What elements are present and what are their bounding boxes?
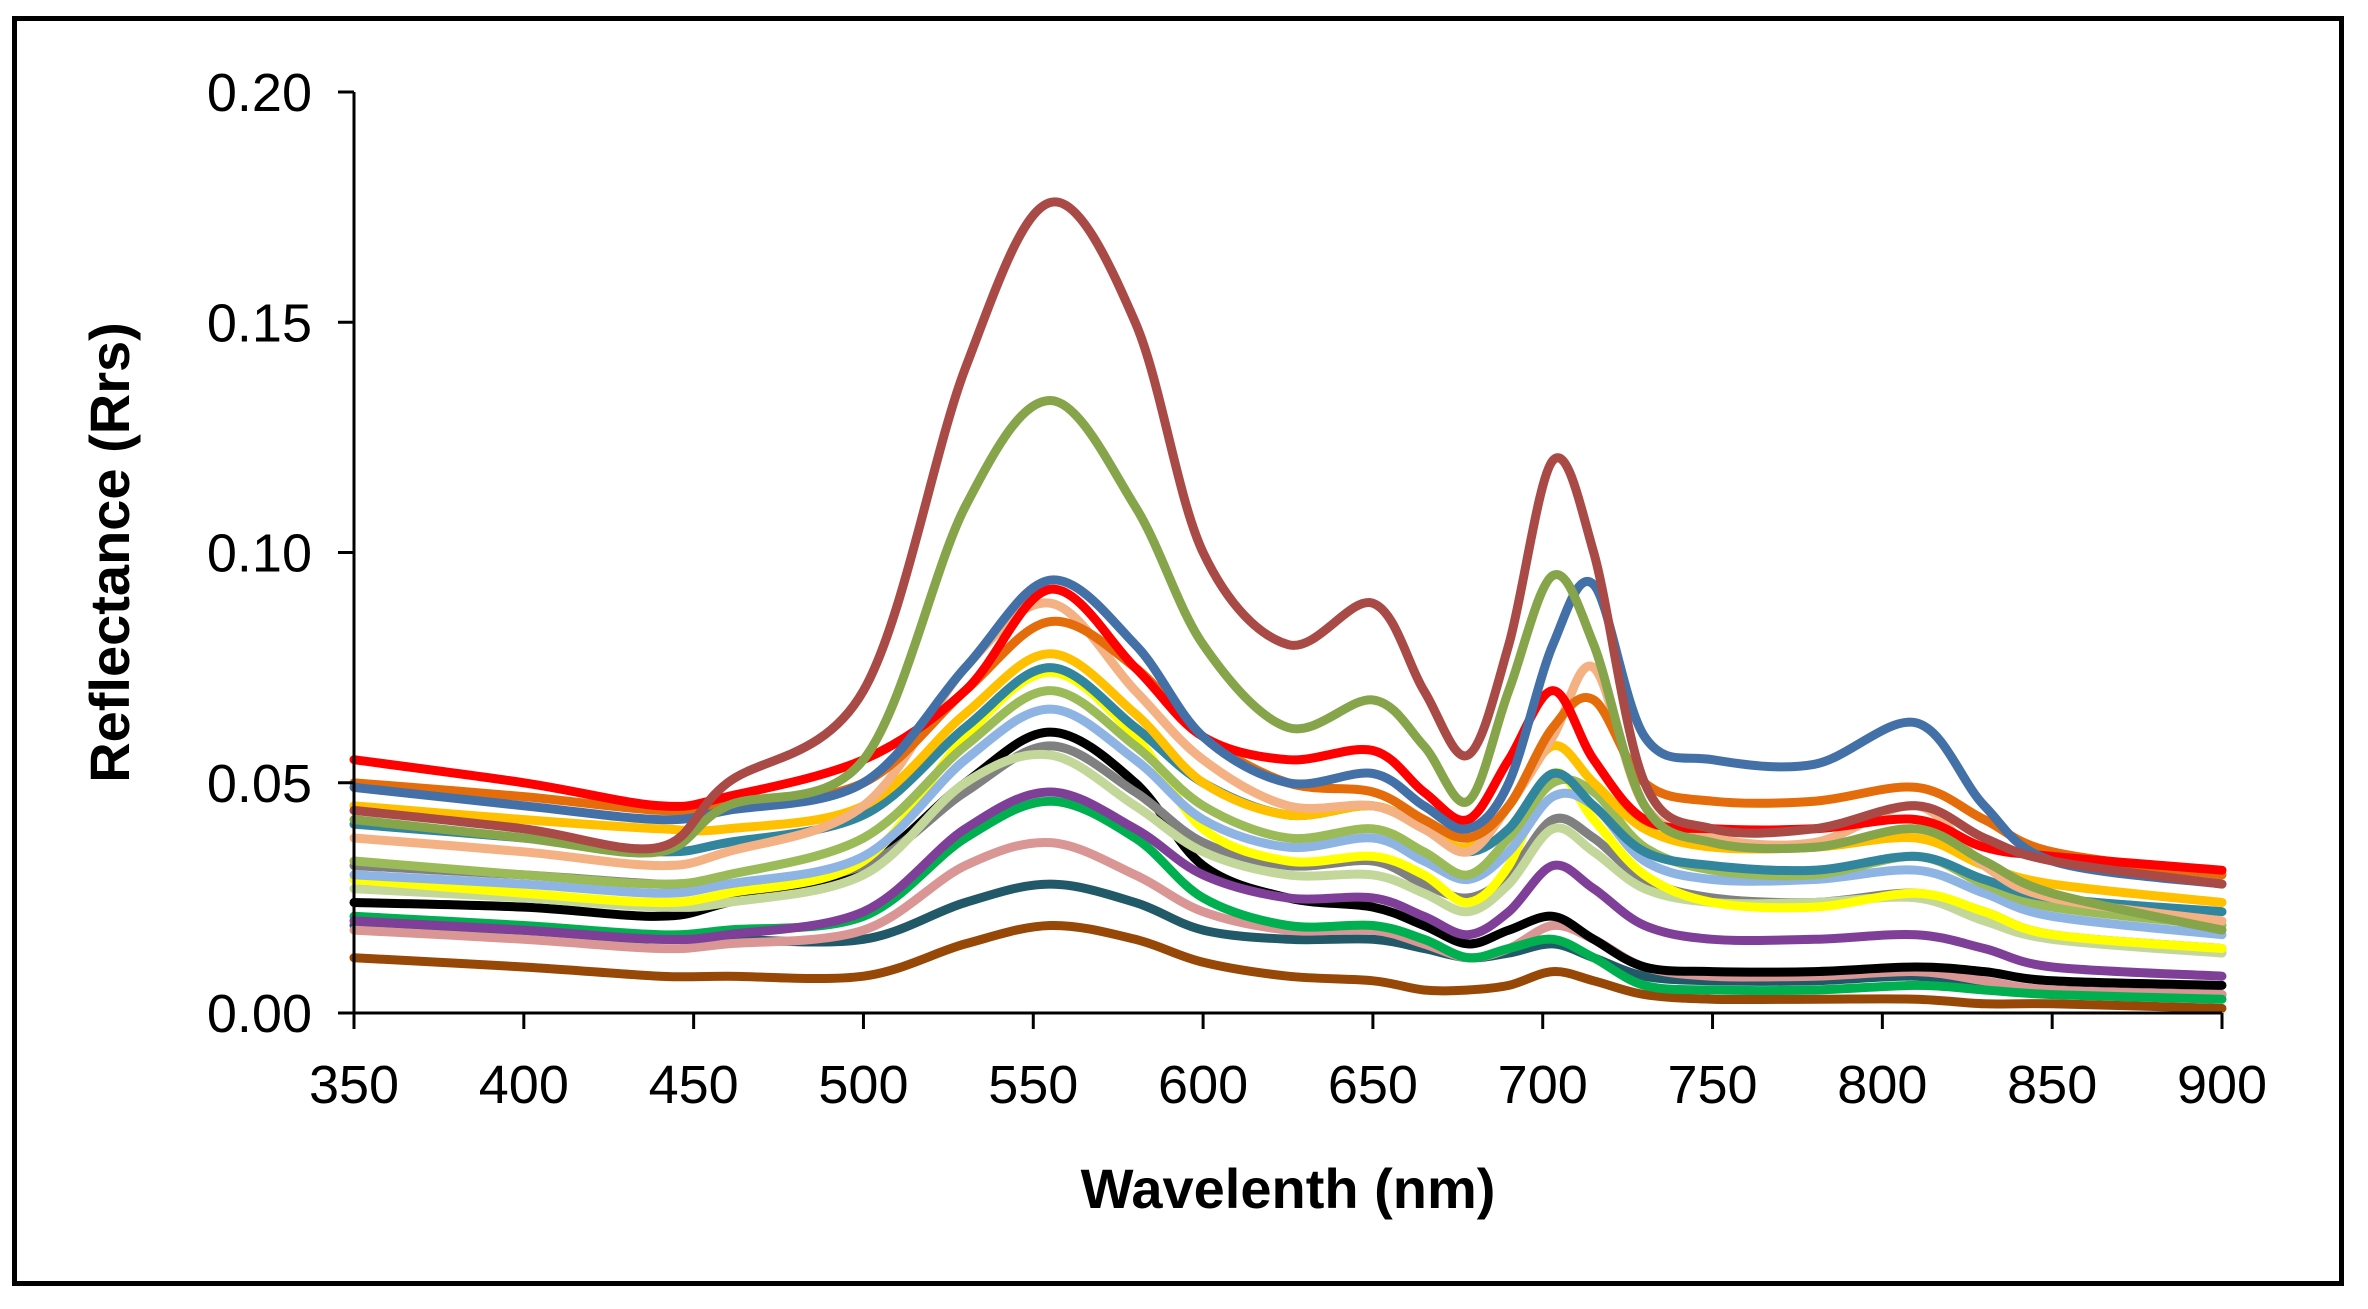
series-line-s10 [349,704,2227,940]
series-line-s2 [349,396,2227,935]
axes-layer [338,90,2224,1029]
x-tick-labels: 350 400 450 500 550 600 650 700 750 800 850 900 [309,1055,2267,1115]
x-tick-label: 900 [2177,1055,2267,1115]
series-line-s14 [349,787,2227,981]
line-chart: 350 400 450 500 550 600 650 700 750 800 850 900 0.0… [78,63,2267,1220]
series-layer [349,197,2227,1013]
series-line-s19 [349,920,2227,1013]
x-tick-label: 400 [479,1055,569,1115]
x-tick-label: 350 [309,1055,399,1115]
y-axis-title: Reflectance (Rrs) [78,322,141,783]
x-tick-label: 550 [988,1055,1078,1115]
x-axis-title: Wavelenth (nm) [1081,1157,1496,1220]
x-tick-label: 800 [1837,1055,1927,1115]
x-tick-label: 450 [649,1055,739,1115]
x-tick-label: 600 [1158,1055,1248,1115]
x-tick-label: 700 [1498,1055,1588,1115]
y-tick-labels: 0.00 0.05 0.10 0.15 0.20 [207,63,312,1044]
chart-frame: 350 400 450 500 550 600 650 700 750 800 850 900 0.0… [12,16,2344,1286]
series-line-s1 [349,197,2227,889]
y-tick-label: 0.15 [207,293,312,353]
x-tick-label: 500 [818,1055,908,1115]
y-tick-label: 0.05 [207,754,312,814]
y-tick-label: 0.10 [207,524,312,584]
x-tick-label: 750 [1667,1055,1757,1115]
y-tick-label: 0.00 [207,984,312,1044]
x-tick-label: 850 [2007,1055,2097,1115]
series-line-s3 [349,575,2227,889]
series-line-s11 [349,667,2227,953]
series-line-s4 [349,584,2227,875]
y-tick-label: 0.20 [207,63,312,123]
x-tick-label: 650 [1328,1055,1418,1115]
